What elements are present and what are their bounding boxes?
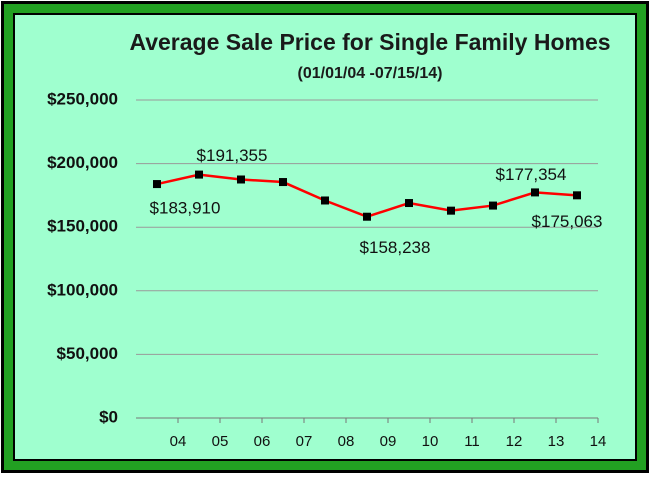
data-point: [153, 180, 161, 189]
x-tick-label: 14: [590, 433, 607, 450]
data-label: $183,910: [150, 199, 221, 218]
x-tick-label: 07: [296, 433, 313, 450]
data-point: [405, 199, 413, 208]
data-point: [279, 178, 287, 187]
y-tick-label: $50,000: [57, 344, 118, 363]
x-tick-label: 06: [254, 433, 271, 450]
x-tick-label: 04: [170, 433, 187, 450]
data-label: $158,238: [360, 238, 431, 257]
data-point: [237, 175, 245, 184]
y-tick-label: $150,000: [47, 217, 118, 236]
y-tick-label: $200,000: [47, 153, 118, 172]
chart-background: [15, 15, 635, 459]
data-point: [531, 188, 539, 197]
x-tick-label: 10: [422, 433, 439, 450]
data-point: [195, 170, 203, 179]
y-tick-label: $0: [99, 407, 118, 426]
data-point: [573, 191, 581, 200]
x-tick-label: 12: [506, 433, 523, 450]
data-point: [489, 201, 497, 210]
data-point: [321, 196, 329, 205]
x-tick-label: 05: [212, 433, 229, 450]
data-label: $191,355: [197, 146, 268, 165]
x-tick-label: 09: [380, 433, 397, 450]
x-tick-label: 11: [464, 433, 480, 450]
y-tick-label: $100,000: [47, 280, 118, 299]
chart-title: Average Sale Price for Single Family Hom…: [129, 29, 610, 55]
data-label: $175,063: [532, 212, 603, 231]
data-point: [447, 206, 455, 215]
y-tick-label: $250,000: [47, 89, 118, 108]
data-point: [363, 212, 371, 221]
chart-subtitle: (01/01/04 -07/15/14): [298, 65, 443, 82]
data-label: $177,354: [496, 165, 567, 184]
x-tick-label: 08: [338, 433, 355, 450]
x-tick-label: 13: [548, 433, 565, 450]
